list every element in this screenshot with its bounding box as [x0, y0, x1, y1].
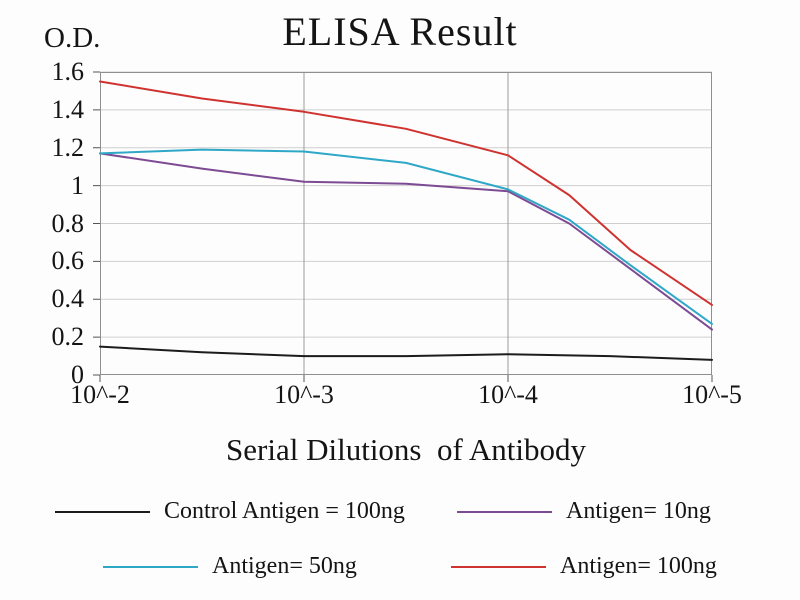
y-tick-label: 0.8	[51, 208, 85, 238]
legend-line-swatch	[103, 565, 198, 568]
legend-item: Antigen= 10ng	[413, 498, 755, 525]
series-line-antigen-50ng	[99, 148, 713, 325]
y-tick-label: 1.2	[51, 132, 85, 162]
series-line-antigen-100ng	[99, 80, 713, 306]
legend-item: Antigen= 50ng	[55, 553, 405, 580]
legend-item: Control Antigen = 100ng	[55, 498, 405, 525]
legend-label: Antigen= 50ng	[212, 553, 357, 579]
y-tick-label: 0.6	[51, 246, 85, 276]
y-axis-ticks: 0 0.2 0.4 0.6 0.8 1 1.2 1.4 1.6	[0, 58, 92, 389]
legend: Control Antigen = 100ng Antigen= 10ng Anti…	[55, 498, 755, 580]
plot-border	[100, 72, 712, 375]
legend-item: Antigen= 100ng	[413, 553, 755, 580]
series-line-antigen-10ng	[99, 152, 713, 331]
x-tick-label: 10^-2	[70, 380, 130, 409]
legend-line-swatch	[55, 510, 150, 513]
legend-label: Control Antigen = 100ng	[164, 498, 405, 524]
y-tick-label: 0	[71, 360, 84, 389]
y-tick-label: 0.2	[51, 322, 85, 352]
x-axis-title: Serial Dilutions of Antibody	[226, 432, 586, 467]
plot-svg	[93, 71, 713, 382]
legend-line-swatch	[457, 510, 552, 513]
plot-area	[93, 71, 713, 382]
legend-label: Antigen= 100ng	[560, 553, 717, 579]
y-tick-label: 1.6	[51, 57, 85, 86]
legend-label: Antigen= 10ng	[566, 498, 711, 524]
y-tick-label: 0.4	[51, 284, 85, 314]
y-tick-label: 1.4	[51, 94, 85, 124]
x-tick-label: 10^-3	[274, 380, 334, 409]
y-axis-title: O.D.	[44, 22, 101, 54]
x-tick-label: 10^-5	[682, 380, 742, 409]
x-tick-label: 10^-4	[478, 380, 538, 409]
legend-line-swatch	[451, 565, 546, 568]
chart-title: ELISA Result	[282, 9, 518, 54]
y-tick-label: 1	[71, 170, 84, 200]
series-line-control-antigen-100ng	[99, 345, 713, 361]
x-axis-ticks: 10^-2 10^-3 10^-4 10^-5	[70, 380, 742, 414]
